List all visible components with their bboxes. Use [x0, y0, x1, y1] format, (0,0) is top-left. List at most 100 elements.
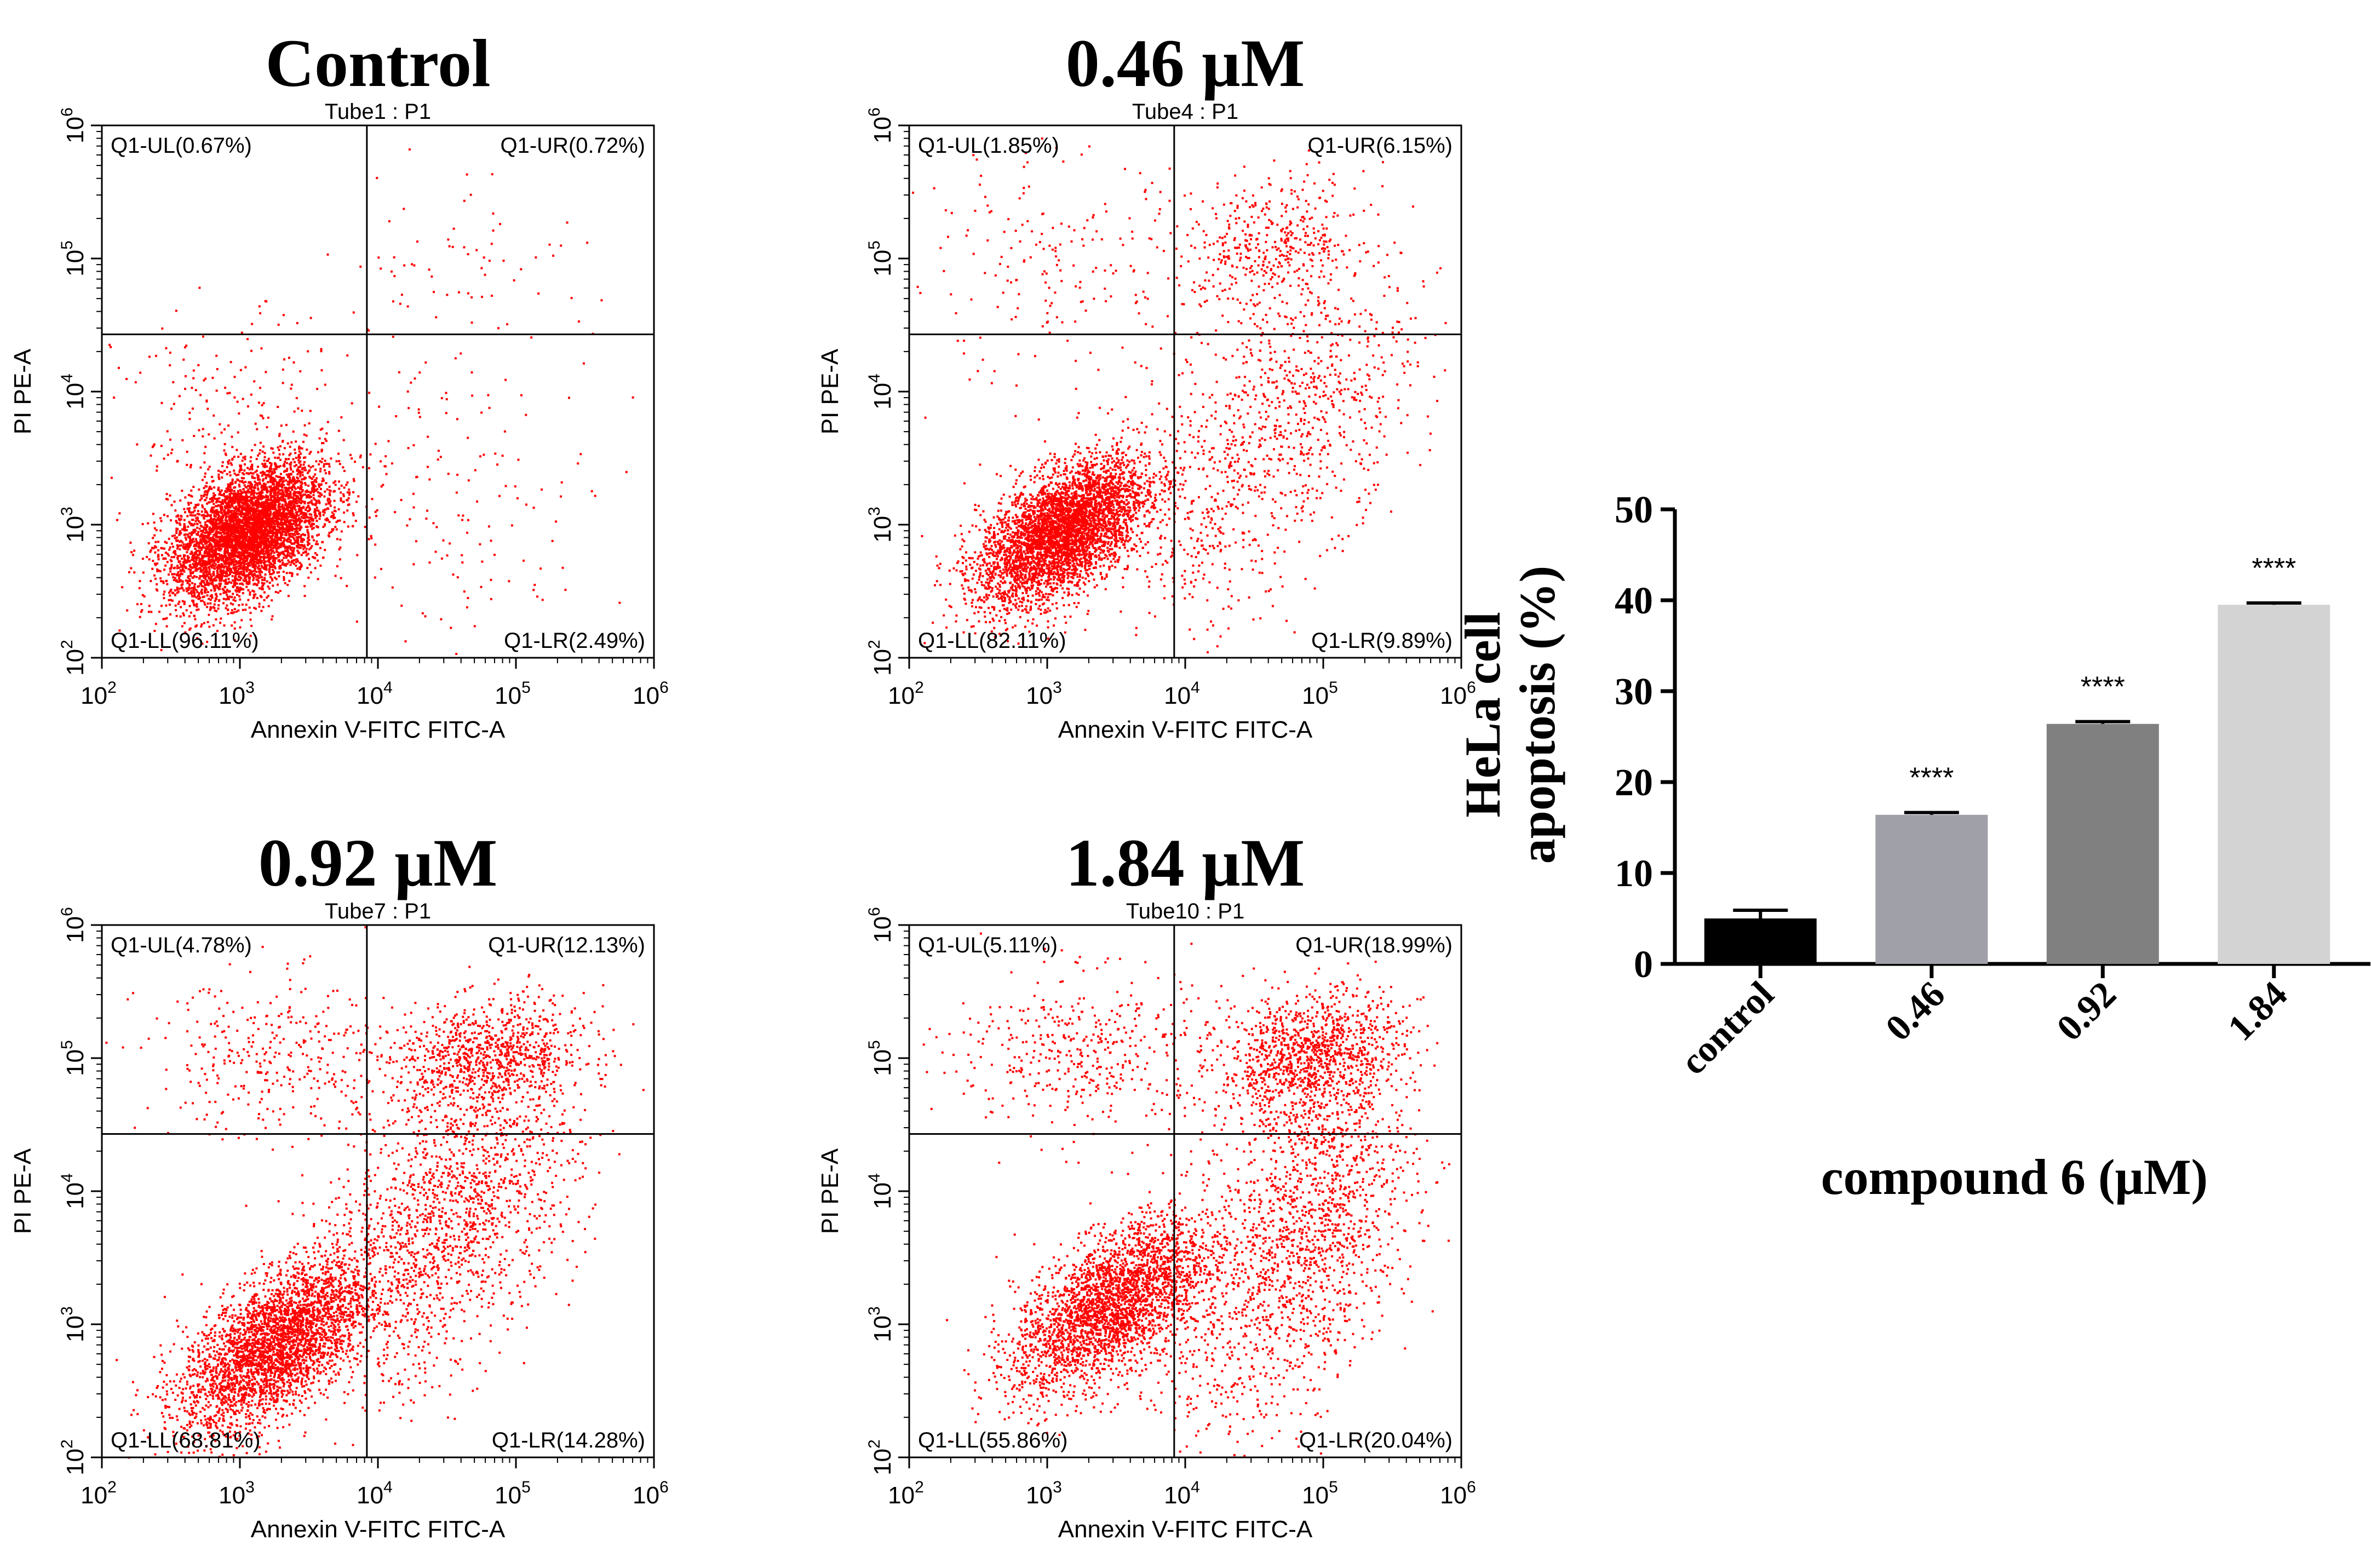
event-dot	[284, 458, 287, 461]
event-dot	[286, 548, 289, 551]
event-dot	[221, 544, 223, 547]
event-dot	[275, 514, 278, 517]
event-dot	[238, 493, 240, 496]
event-dot	[193, 583, 196, 585]
event-dot	[225, 572, 227, 575]
event-dot	[283, 556, 285, 559]
event-dot	[297, 486, 300, 489]
event-dot	[286, 468, 289, 470]
event-dot	[302, 533, 305, 536]
event-dot	[204, 603, 206, 606]
event-dot	[289, 552, 291, 555]
event-dot	[183, 508, 186, 510]
event-dot	[291, 510, 294, 513]
event-dot	[307, 502, 310, 504]
event-dot	[307, 532, 310, 535]
event-dot	[274, 488, 277, 491]
event-dot	[204, 472, 206, 475]
event-dot	[279, 465, 282, 468]
event-dot	[249, 522, 251, 525]
event-dot	[273, 512, 275, 514]
event-dot	[267, 470, 269, 472]
event-dot	[289, 520, 291, 522]
event-dot	[263, 483, 266, 485]
event-dot	[308, 563, 311, 566]
event-dot	[157, 554, 160, 556]
event-dot	[241, 492, 244, 494]
event-dot	[275, 578, 278, 581]
event-dot	[273, 544, 275, 547]
event-dot	[242, 570, 245, 573]
event-dot	[160, 547, 163, 549]
event-dot	[198, 585, 200, 588]
event-dot	[200, 600, 203, 602]
event-dot	[269, 576, 272, 578]
event-dot	[196, 603, 198, 606]
event-dot	[214, 600, 216, 602]
event-dot	[346, 491, 349, 493]
event-dot	[199, 539, 202, 542]
event-dot	[219, 541, 222, 543]
event-dot	[179, 524, 182, 526]
event-dot	[278, 538, 280, 541]
event-dot	[225, 453, 227, 456]
event-dot	[141, 558, 144, 560]
event-dot	[197, 520, 200, 522]
event-dot	[186, 555, 189, 558]
event-dot	[214, 497, 216, 500]
event-dot	[262, 478, 265, 481]
event-dot	[348, 489, 351, 491]
event-dot	[283, 578, 285, 581]
event-dot	[235, 545, 238, 548]
event-dot	[263, 452, 266, 455]
event-dot	[231, 498, 234, 501]
event-dot	[310, 491, 313, 493]
event-dot	[234, 486, 237, 489]
event-dot	[156, 469, 158, 472]
event-dot	[261, 530, 263, 532]
event-dot	[312, 522, 314, 525]
event-dot	[284, 504, 286, 507]
event-dot	[223, 586, 226, 589]
event-dot	[246, 565, 249, 567]
event-dot	[222, 602, 225, 605]
event-dot	[294, 506, 296, 508]
event-dot	[279, 567, 282, 570]
event-dot	[227, 461, 229, 463]
event-dot	[272, 550, 274, 553]
event-dot	[221, 555, 223, 558]
event-dot	[228, 471, 231, 474]
event-dot	[251, 521, 254, 524]
event-dot	[243, 469, 246, 472]
event-dot	[361, 466, 364, 469]
event-dot	[228, 499, 231, 502]
event-dot	[177, 555, 179, 558]
event-dot	[211, 554, 214, 556]
event-dot	[204, 499, 206, 502]
event-dot	[210, 544, 213, 547]
event-dot	[172, 545, 174, 548]
event-dot	[293, 562, 295, 565]
event-dot	[225, 598, 227, 601]
event-dot	[305, 506, 308, 509]
event-dot	[254, 582, 256, 585]
event-dot	[244, 557, 247, 559]
event-dot	[141, 594, 144, 596]
event-dot	[206, 513, 209, 516]
event-dot	[187, 548, 190, 551]
event-dot	[271, 447, 274, 450]
event-dot	[205, 539, 208, 542]
event-dot	[165, 617, 168, 619]
event-dot	[285, 564, 288, 567]
event-dot	[236, 544, 238, 547]
event-dot	[228, 496, 231, 498]
event-dot	[273, 561, 275, 564]
event-dot	[153, 521, 156, 524]
event-dot	[256, 507, 259, 510]
event-dot	[256, 484, 259, 487]
event-dot	[290, 549, 293, 552]
event-dot	[185, 609, 188, 612]
event-dot	[319, 492, 322, 495]
event-dot	[245, 604, 248, 606]
event-dot	[255, 565, 257, 567]
